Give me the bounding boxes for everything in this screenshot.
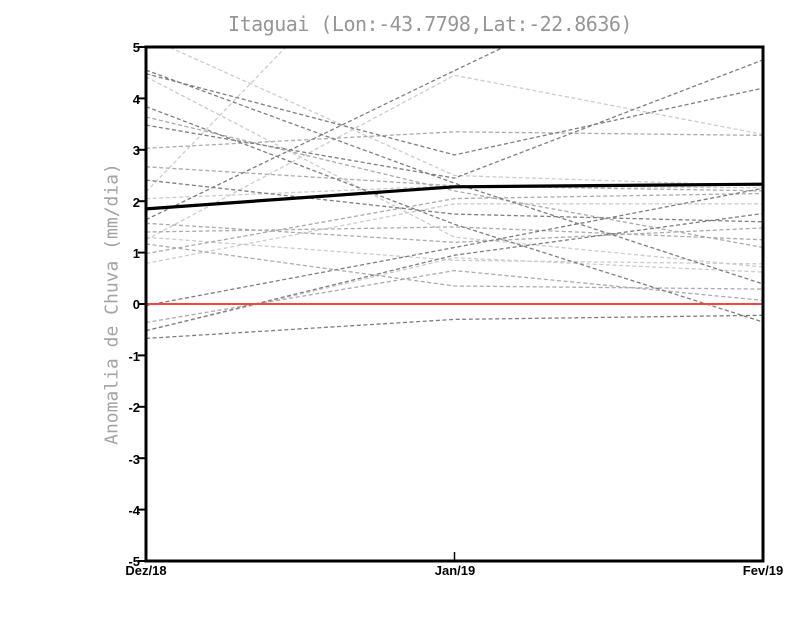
y-tick-label: 3: [132, 143, 140, 158]
member-line: [146, 116, 763, 249]
member-line: [146, 76, 763, 268]
member-line: [146, 47, 287, 193]
member-line: [146, 185, 763, 200]
member-line: [146, 222, 763, 243]
member-line: [146, 257, 763, 332]
member-line: [146, 73, 763, 156]
y-tick-label: 4: [132, 92, 140, 107]
member-line: [146, 226, 763, 241]
y-tick-label: -1: [128, 349, 140, 364]
member-line: [146, 212, 763, 332]
member-line: [146, 269, 763, 324]
y-tick-label: -3: [128, 452, 140, 467]
member-line: [146, 74, 763, 241]
y-tick-label: 2: [132, 195, 140, 210]
member-line: [167, 47, 763, 187]
chart-title: Itaguai (Lon:-43.7798,Lat:-22.8636): [228, 12, 632, 36]
x-tick-label: Dez/18: [125, 563, 167, 578]
member-line: [146, 131, 763, 149]
member-line: [146, 69, 763, 285]
x-tick-label: Fev/19: [742, 563, 784, 578]
y-tick-label: -2: [128, 400, 140, 415]
member-line: [146, 236, 763, 265]
y-tick-label: 5: [132, 40, 140, 55]
legend: Membros 1-8 Membros 9-16 Membros 17-25 E…: [0, 584, 800, 606]
y-tick-label: -5: [128, 554, 140, 569]
member-line: [146, 203, 763, 265]
x-tick-label: Jan/19: [434, 563, 476, 578]
member-line: [146, 47, 506, 221]
member-line: [146, 187, 763, 307]
y-tick-label: -4: [128, 503, 140, 518]
member-line: [146, 243, 763, 290]
ensemble-mean-line: [146, 182, 763, 211]
member-line: [146, 105, 763, 323]
member-line: [146, 59, 763, 179]
y-tick-label: 0: [132, 297, 140, 312]
member-line: [146, 314, 763, 340]
member-line: [146, 179, 763, 223]
member-line: [146, 192, 763, 255]
y-tick-label: 1: [132, 246, 140, 261]
